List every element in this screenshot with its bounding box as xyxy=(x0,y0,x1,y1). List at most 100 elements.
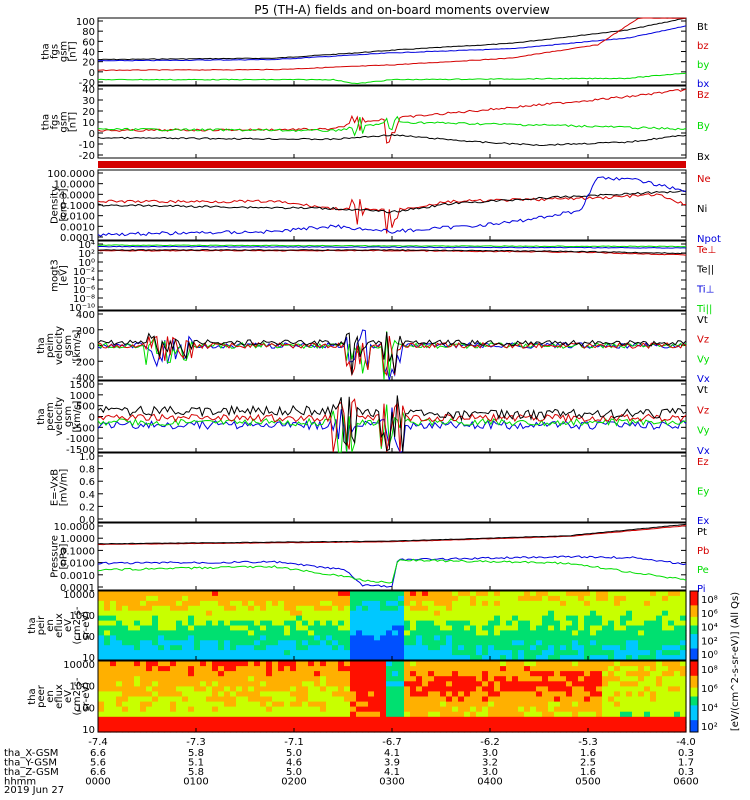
spectrogram-cell xyxy=(656,640,663,646)
spectrogram-cell xyxy=(578,661,585,667)
spectrogram-cell xyxy=(242,671,249,677)
spectrogram-cell xyxy=(662,676,669,682)
spectrogram-cell xyxy=(554,635,561,641)
spectrogram-cell xyxy=(170,706,177,713)
spectrogram-cell xyxy=(110,605,117,612)
spectrogram-cell xyxy=(374,625,381,631)
spectrogram-cell xyxy=(614,605,621,612)
spectrogram-cell xyxy=(158,671,165,677)
spectrogram-cell xyxy=(404,666,411,672)
spectrogram-cell xyxy=(656,655,663,661)
spectrogram-cell xyxy=(494,635,501,641)
y-tick-label: 0.6 xyxy=(79,477,95,488)
spectrogram-cell xyxy=(110,691,117,698)
spectrogram-cell xyxy=(248,610,255,617)
spectrogram-cell xyxy=(404,630,411,636)
spectrogram-cell xyxy=(212,610,219,617)
spectrogram-cell xyxy=(536,635,543,641)
spectrogram-cell xyxy=(176,696,183,703)
spectrogram-cell xyxy=(674,721,681,728)
spectrogram-cell xyxy=(626,595,633,602)
spectrogram-cell xyxy=(590,645,597,651)
spectrogram-cell xyxy=(374,696,381,703)
panel-8: 10.00001.00000.10000.01000.00100.0001Pre… xyxy=(50,522,710,595)
spectrogram-cell xyxy=(302,655,309,661)
spectrogram-cell xyxy=(614,691,621,698)
spectrogram-cell xyxy=(236,716,243,723)
series-By xyxy=(97,115,687,137)
spectrogram-cell xyxy=(140,706,147,713)
spectrogram-cell xyxy=(236,661,243,667)
spectrogram-cell xyxy=(590,591,597,597)
spectrogram-cell xyxy=(356,706,363,713)
spectrogram-cell xyxy=(482,615,489,622)
spectrogram-cell xyxy=(170,600,177,607)
spectrogram-cell xyxy=(608,726,615,733)
spectrogram-cell xyxy=(524,605,531,612)
colorbar-cell xyxy=(690,684,698,689)
spectrogram-cell xyxy=(128,661,135,667)
spectrogram-cell xyxy=(638,676,645,682)
spectrogram-cell xyxy=(524,645,531,651)
spectrogram-cell xyxy=(404,721,411,728)
spectrogram-cell xyxy=(302,595,309,602)
spectrogram-cell xyxy=(410,661,417,667)
spectrogram-cell xyxy=(176,595,183,602)
spectrogram-cell xyxy=(164,615,171,622)
spectrogram-cell xyxy=(566,701,573,708)
spectrogram-cell xyxy=(194,716,201,723)
spectrogram-cell xyxy=(404,610,411,617)
spectrogram-cell xyxy=(248,625,255,631)
spectrogram-cell xyxy=(620,650,627,656)
spectrogram-cell xyxy=(410,595,417,602)
spectrogram-cell xyxy=(440,671,447,677)
spectrogram-cell xyxy=(266,676,273,682)
spectrogram-cell xyxy=(518,671,525,677)
spectrogram-cell xyxy=(590,610,597,617)
spectrogram-cell xyxy=(650,630,657,636)
spectrogram-cell xyxy=(350,635,357,641)
spectrogram-cell xyxy=(626,600,633,607)
spectrogram-cell xyxy=(296,706,303,713)
spectrogram-cell xyxy=(230,726,237,733)
spectrogram-cell xyxy=(362,686,369,693)
spectrogram-cell xyxy=(314,716,321,723)
spectrogram-cell xyxy=(380,595,387,602)
spectrogram-cell xyxy=(584,650,591,656)
spectrogram-cell xyxy=(236,595,243,602)
spectrogram-cell xyxy=(584,676,591,682)
spectrogram-cell xyxy=(284,650,291,656)
spectrogram-cell xyxy=(464,635,471,641)
spectrogram-cell xyxy=(380,721,387,728)
figure-title: P5 (TH-A) fields and on-board moments ov… xyxy=(254,3,550,17)
spectrogram-cell xyxy=(662,610,669,617)
spectrogram-cell xyxy=(392,691,399,698)
spectrogram-cell xyxy=(200,591,207,597)
spectrogram-cell xyxy=(536,681,543,687)
spectrogram-cell xyxy=(386,655,393,661)
spectrogram-cell xyxy=(374,595,381,602)
y-axis-label: eflux xyxy=(54,684,65,709)
spectrogram-cell xyxy=(332,681,339,687)
spectrogram-cell xyxy=(650,645,657,651)
spectrogram-cell xyxy=(548,640,555,646)
spectrogram-cell xyxy=(224,706,231,713)
spectrogram-cell xyxy=(476,650,483,656)
spectrogram-cell xyxy=(272,650,279,656)
spectrogram-cell xyxy=(500,655,507,661)
spectrogram-cell xyxy=(530,640,537,646)
spectrogram-cell xyxy=(446,661,453,667)
spectrogram-cell xyxy=(374,655,381,661)
x-row-value: 3.0 xyxy=(482,767,498,778)
spectrogram-cell xyxy=(224,595,231,602)
colorbar-cell xyxy=(690,645,698,649)
colorbar-cell xyxy=(690,602,698,606)
spectrogram-cell xyxy=(104,630,111,636)
spectrogram-cell xyxy=(428,721,435,728)
legend-entry: Te⊥ xyxy=(696,245,716,256)
spectrogram-cell xyxy=(464,605,471,612)
spectrogram-cell xyxy=(176,650,183,656)
spectrogram-cell xyxy=(218,716,225,723)
spectrogram-cell xyxy=(158,701,165,708)
spectrogram-cell xyxy=(560,635,567,641)
